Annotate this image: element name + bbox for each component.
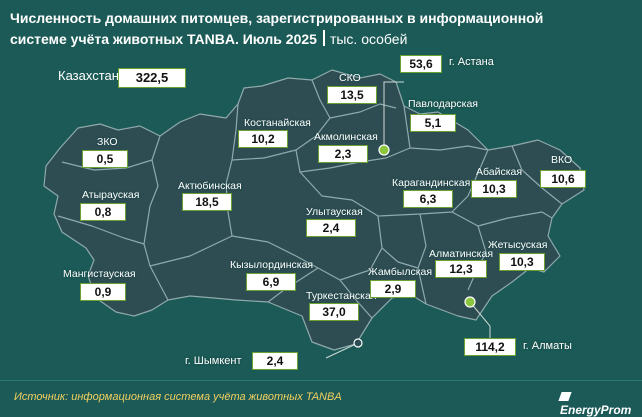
astana-marker: [378, 144, 390, 156]
region-value-almaty-region: 12,3: [435, 260, 487, 278]
almaty-marker: [464, 296, 476, 308]
border-almaty-region: [417, 213, 427, 305]
region-value-zhetysu: 10,3: [499, 253, 545, 271]
title-text: Численность домашних питомцев, зарегистр…: [10, 10, 544, 47]
region-label-zhambyl: Жамбылская: [368, 266, 433, 278]
region-value-pavlodar: 5,1: [410, 114, 456, 132]
chart-title: Численность домашних питомцев, зарегистр…: [10, 8, 600, 50]
region-value-atyrau: 0,8: [80, 203, 126, 221]
region-label-zhetysu: Жетысуская: [488, 239, 548, 251]
region-label-sko: СКО: [339, 72, 361, 84]
region-label-almaty-region: Алматинская: [429, 248, 494, 260]
city-label-shymkent: г. Шымкент: [185, 355, 242, 367]
footer-divider: [0, 380, 642, 381]
leader-astana: [383, 81, 404, 150]
unit-label: тыс. особей: [329, 31, 408, 47]
region-label-vko: ВКО: [551, 154, 573, 166]
region-value-mangystau: 0,9: [80, 283, 126, 301]
energyprom-logo: EnergyProm: [558, 389, 642, 417]
country-label: Казахстан: [58, 68, 119, 83]
source-note: Источник: информационная система учёта ж…: [14, 391, 342, 403]
border-zhambyl: [381, 247, 419, 269]
region-label-abai: Абайская: [476, 166, 523, 178]
border-kyzylorda-north: [149, 235, 297, 267]
region-value-kostanay: 10,2: [238, 130, 288, 148]
title-separator: [322, 30, 325, 46]
city-value-almaty: 114,2: [464, 338, 516, 356]
region-label-turkestan: Туркестанская: [306, 290, 377, 302]
border-abai-south: [451, 211, 553, 227]
region-value-karaganda: 6,3: [403, 190, 453, 208]
region-value-sko: 13,5: [327, 86, 377, 104]
region-value-zko: 0,5: [82, 150, 128, 168]
region-label-ulytau: Улытауская: [306, 206, 363, 218]
border-atyrau: [57, 215, 145, 245]
region-label-zko: ЗКО: [97, 136, 118, 148]
region-label-kyzylorda: Кызылординская: [230, 259, 314, 271]
border-abai-vko: [511, 145, 563, 205]
region-label-pavlodar: Павлодарская: [408, 98, 478, 110]
region-label-mangystau: Мангистауская: [63, 268, 136, 280]
region-label-atyrau: Атырауская: [82, 189, 140, 201]
country-outline: [43, 69, 585, 351]
city-value-shymkent: 2,4: [252, 352, 298, 370]
region-value-kyzylorda: 6,9: [246, 273, 296, 291]
border-pavlodar: [409, 145, 489, 151]
region-value-abai: 10,3: [471, 180, 517, 198]
region-label-akmola: Акмолинская: [314, 131, 378, 143]
country-total-value: 322,5: [118, 68, 186, 88]
region-value-aktobe: 18,5: [182, 193, 232, 211]
border-sko: [311, 79, 397, 119]
region-label-aktobe: Актюбинская: [178, 180, 242, 192]
border-aktobe-west: [143, 159, 169, 301]
region-value-vko: 10,6: [540, 170, 586, 188]
region-value-turkestan: 37,0: [309, 303, 359, 321]
region-label-kostanay: Костанайская: [244, 117, 311, 129]
leader-shymkent: [325, 342, 359, 359]
region-value-ulytau: 2,4: [306, 219, 356, 237]
border-aktobe-east: [225, 103, 239, 237]
shymkent-marker: [353, 338, 363, 348]
logo-text: EnergyProm: [560, 403, 632, 417]
logo-mark-icon: [558, 392, 572, 401]
region-value-zhambyl: 2,9: [370, 280, 416, 298]
region-value-akmola: 2,3: [318, 145, 368, 163]
city-label-astana: г. Астана: [449, 56, 494, 68]
region-label-karaganda: Карагандинская: [392, 177, 471, 189]
city-value-astana: 53,6: [400, 55, 442, 73]
city-label-almaty: г. Алматы: [523, 340, 572, 352]
